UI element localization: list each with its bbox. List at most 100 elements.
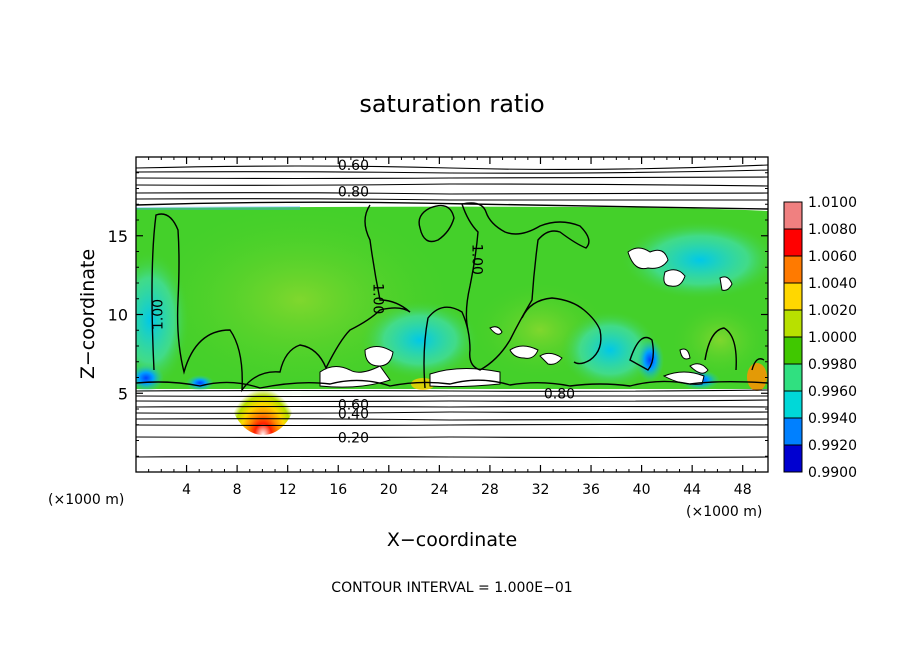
contour-line: [136, 455, 768, 459]
contour-lines: [136, 201, 768, 393]
x-tick-label: 12: [279, 482, 297, 498]
contour-label-text: 0.60: [338, 158, 369, 174]
contour-label-text: 0.40: [338, 407, 369, 423]
colorbar-swatch: [784, 310, 802, 337]
contour-line: [136, 164, 768, 170]
contour-label-text: 0.20: [338, 430, 369, 446]
contour-1-00: [704, 327, 737, 371]
contour-1-00: [751, 358, 765, 371]
contour-label: 0.60: [338, 397, 369, 413]
contour-1-00: [423, 202, 590, 389]
colorbar-label: 1.0100: [808, 195, 857, 211]
x-tick-label: 44: [683, 482, 701, 498]
x-tick-label: 40: [633, 482, 651, 498]
colorbar-swatch: [784, 229, 802, 256]
contour-label-text: 1.00: [468, 244, 484, 275]
y-tick-label: 10: [108, 306, 128, 325]
white-blob: [429, 367, 501, 388]
contour-label: 0.40: [338, 407, 369, 423]
x-tick-label: 24: [430, 482, 448, 498]
contour-line: [136, 198, 768, 201]
x-unit-right: (×1000 m): [686, 504, 762, 520]
heatmap-field: [136, 200, 768, 435]
white-blob: [663, 269, 686, 287]
contour-line: [136, 411, 768, 414]
contour-1-00: [521, 297, 602, 365]
contour-label-text: 1.00: [370, 283, 386, 314]
colorbar-swatch: [784, 445, 802, 472]
contour-0-80: [136, 379, 768, 389]
field-glow: [670, 300, 768, 380]
white-blob: [489, 326, 503, 335]
x-tick-label: 4: [182, 482, 191, 498]
contour-label-text: 0.80: [544, 386, 575, 402]
colorbar-label: 1.0040: [808, 276, 857, 292]
colorbar-swatch: [784, 256, 802, 283]
contour-label: 1.00: [370, 283, 386, 314]
contour-line: [136, 395, 768, 398]
colorbar-label: 0.9900: [808, 465, 857, 481]
top-edge-blue: [136, 206, 300, 210]
white-blob: [509, 345, 539, 359]
colorbar-label: 1.0080: [808, 222, 857, 238]
contour-label: 0.80: [544, 386, 575, 402]
contour-1-00: [418, 204, 455, 243]
white-blob: [662, 371, 705, 385]
x-tick-label: 8: [233, 482, 242, 498]
x-tick-label: 48: [734, 482, 752, 498]
colorbar-swatch: [784, 391, 802, 418]
contour-line: [136, 423, 768, 427]
x-axis: 4 8 12 16 20 24 28 32 36 40 44 48: [148, 157, 756, 498]
contour-0-80: [136, 201, 768, 210]
colorbar: 1.0100 1.0080 1.0060 1.0040 1.0020 1.0000 0.99…: [783, 195, 857, 481]
y-tick-label: 5: [118, 384, 128, 403]
colorbar-swatch: [784, 418, 802, 445]
hot-spot: [229, 343, 297, 435]
colorbar-label: 1.0000: [808, 330, 857, 346]
contour-line: [136, 399, 768, 403]
blue-region: [186, 375, 214, 391]
white-blob: [689, 363, 709, 374]
y-axis: 5 10 15: [108, 172, 768, 457]
colorbar-swatch: [784, 283, 802, 310]
contour-label: 1.00: [468, 244, 484, 275]
cyan-region: [136, 250, 190, 390]
contour-interval-note: CONTOUR INTERVAL = 1.000E−01: [331, 580, 572, 596]
colorbar-label: 0.9920: [808, 438, 857, 454]
contour-line: [136, 169, 768, 174]
contour-label: 1.00: [150, 299, 166, 330]
contour-label: 0.20: [338, 430, 369, 446]
colorbar-swatch: [784, 202, 802, 229]
contour-line: [136, 192, 768, 195]
colorbar-swatch: [784, 364, 802, 391]
contour-label-text: 0.80: [338, 185, 369, 201]
contour-line: [136, 418, 768, 421]
colorbar-swatch: [784, 337, 802, 364]
contour-label: 0.60: [338, 158, 369, 174]
contour-1-00: [629, 336, 655, 371]
hot-spot-small: [747, 363, 767, 391]
colorbar-label: 0.9960: [808, 384, 857, 400]
colorbar-label: 1.0020: [808, 303, 857, 319]
x-axis-label: X−coordinate: [387, 529, 517, 551]
colorbar-label: 1.0060: [808, 249, 857, 265]
colorbar-label: 0.9980: [808, 357, 857, 373]
white-blob: [679, 348, 691, 360]
y-axis-label: Z−coordinate: [77, 249, 99, 379]
white-blob: [627, 247, 669, 270]
x-tick-label: 36: [582, 482, 600, 498]
white-blob: [539, 352, 563, 365]
contour-label: 0.80: [338, 185, 369, 201]
x-tick-label: 28: [481, 482, 499, 498]
chart-title: saturation ratio: [359, 90, 544, 118]
white-blob: [364, 346, 394, 367]
contour-line: [136, 176, 768, 180]
x-unit-left: (×1000 m): [48, 492, 124, 508]
contour-1-00: [151, 204, 411, 393]
x-tick-label: 20: [380, 482, 398, 498]
blue-region: [136, 364, 164, 392]
contour-layers: [136, 164, 768, 459]
cyan-region: [560, 310, 660, 390]
y-tick-label: 15: [108, 227, 128, 246]
